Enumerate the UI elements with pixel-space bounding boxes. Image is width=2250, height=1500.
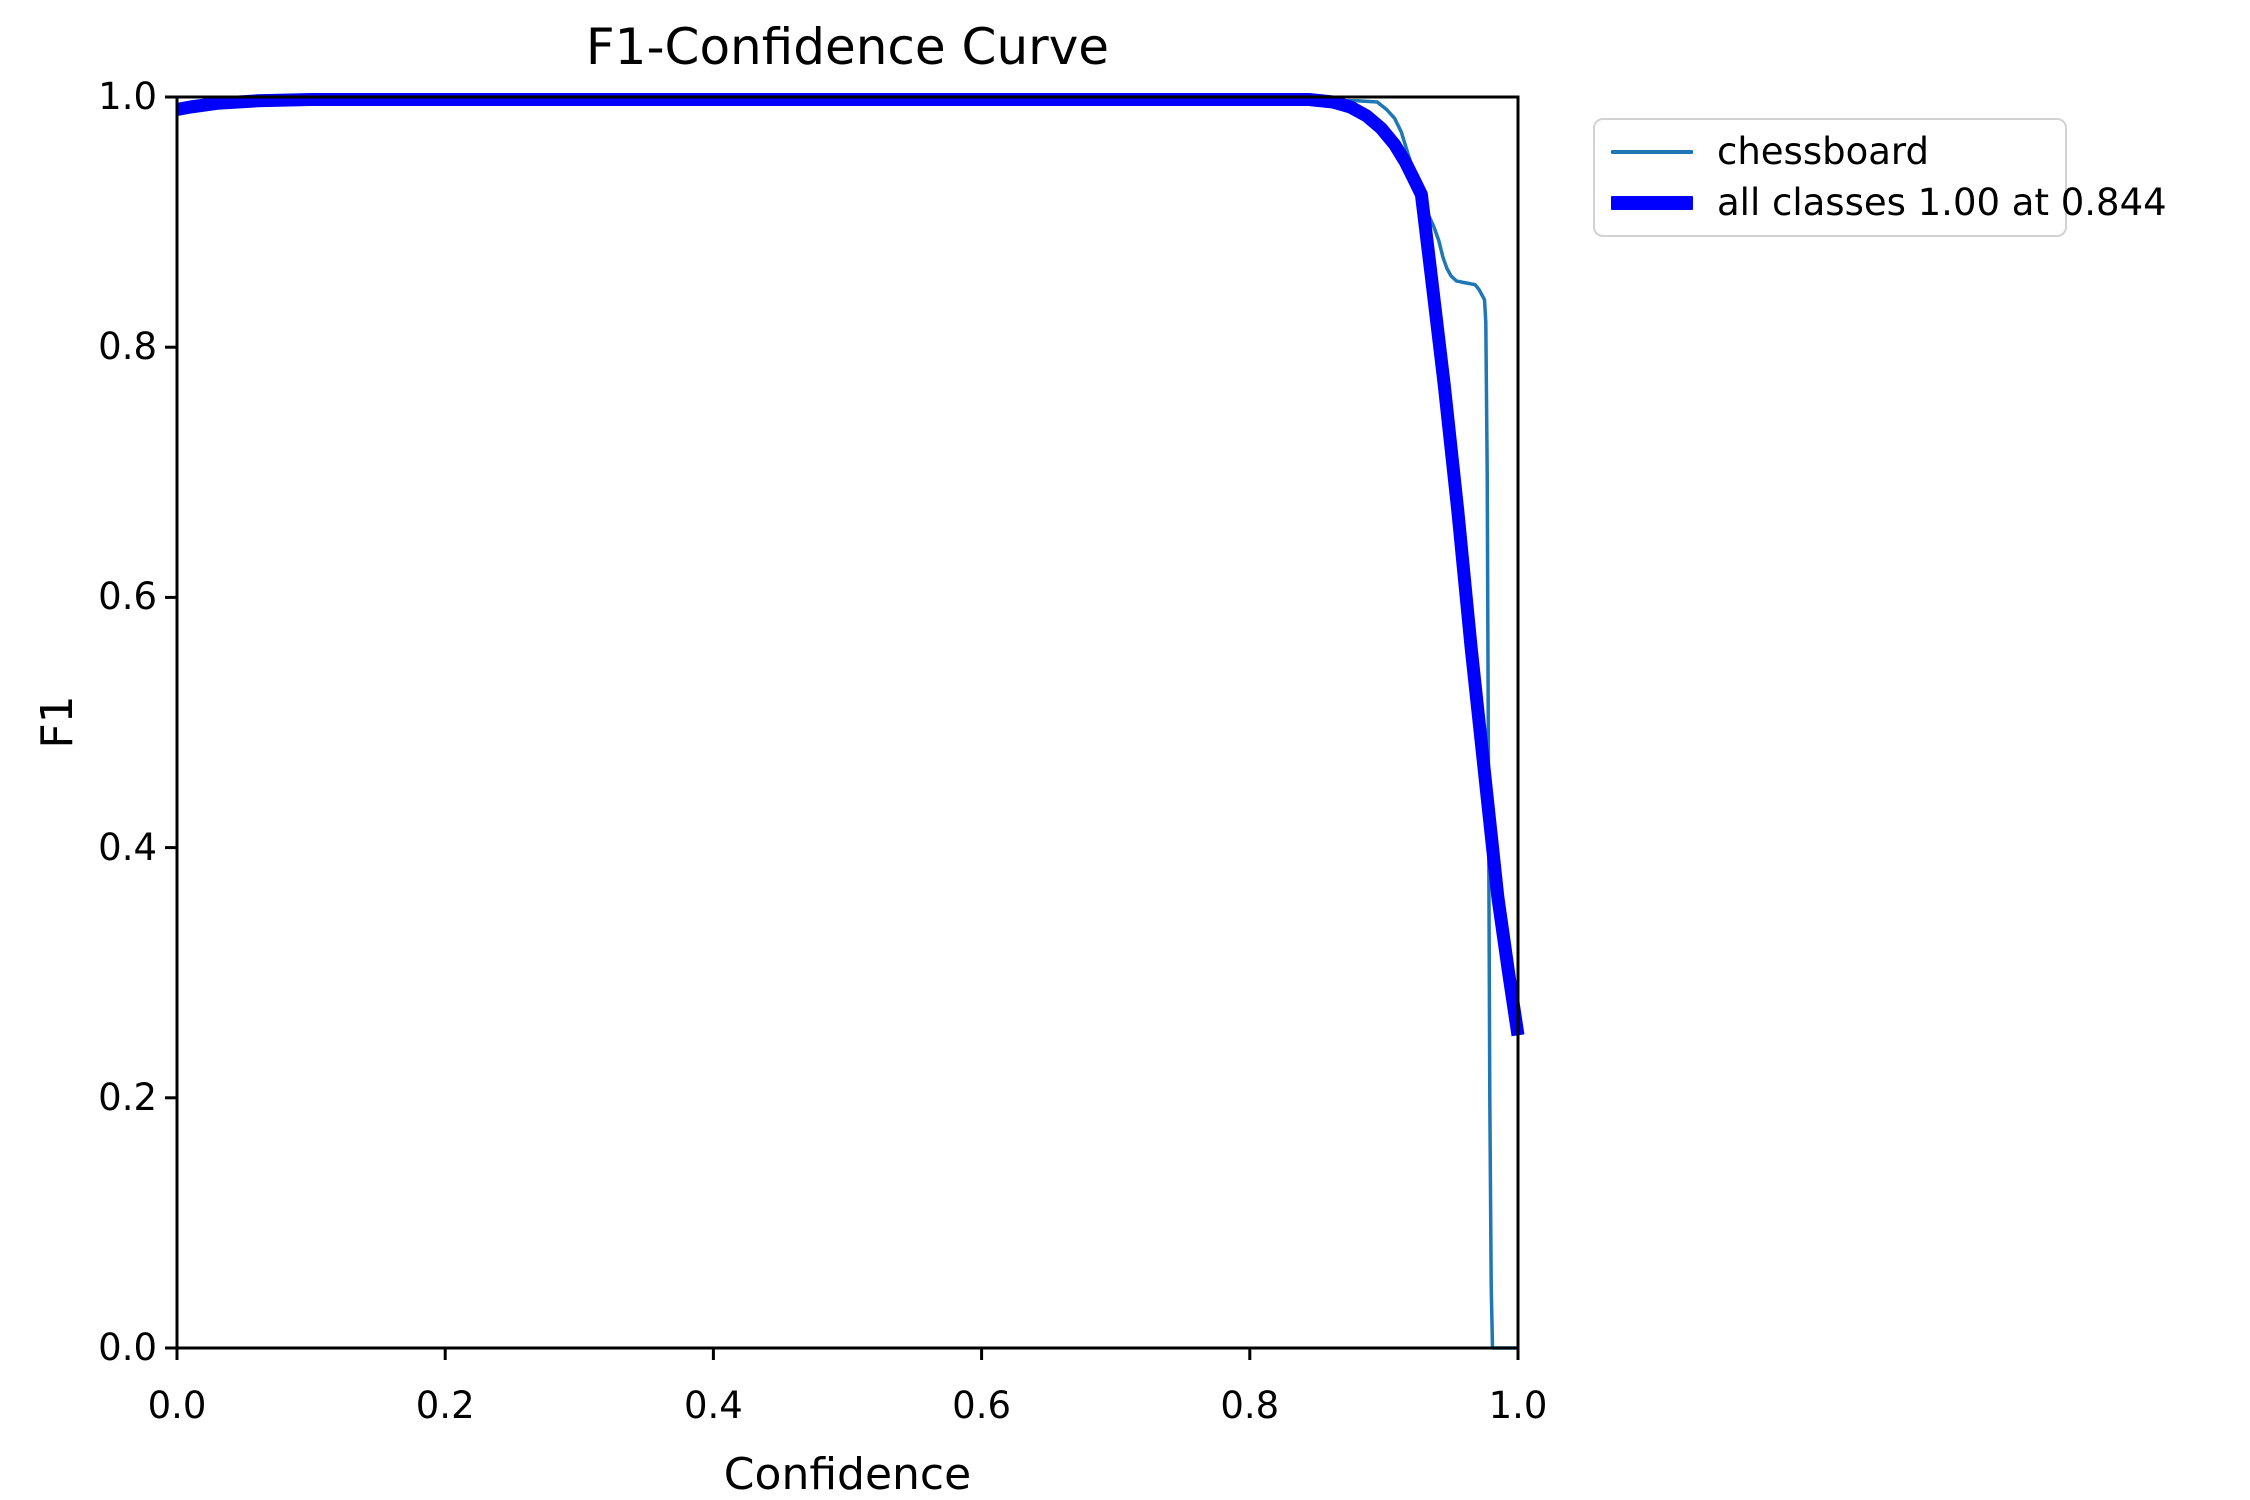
legend-label: chessboard	[1717, 130, 1929, 174]
legend-box: chessboard all classes 1.00 at 0.844	[1593, 118, 2167, 237]
x-tick-label: 0.2	[415, 1384, 475, 1427]
y-tick-label: 0.6	[98, 575, 157, 619]
x-tick-label: 1.0	[1488, 1384, 1548, 1427]
y-tick-label: 1.0	[98, 75, 157, 118]
y-tick-label: 0.4	[98, 825, 157, 869]
y-axis-label: F1	[32, 695, 83, 749]
legend-item-all-classes: all classes 1.00 at 0.844	[1611, 181, 2167, 225]
legend-line-sample-thin	[1611, 150, 1693, 155]
y-tick-label: 0.0	[98, 1326, 157, 1369]
series-group	[175, 93, 1525, 1350]
legend-line-sample-thick	[1611, 195, 1693, 210]
legend-item-chessboard: chessboard	[1611, 130, 2049, 174]
x-tick-label: 0.4	[683, 1384, 743, 1427]
x-tick-label: 0.6	[952, 1384, 1012, 1427]
ticks-group	[165, 95, 1520, 1360]
x-tick-label: 0.8	[1220, 1384, 1280, 1427]
all-classes-line	[175, 93, 1525, 1037]
chart-title: F1-Confidence Curve	[585, 18, 1110, 76]
legend-label: all classes 1.00 at 0.844	[1717, 180, 2167, 224]
x-axis-label: Confidence	[723, 1449, 972, 1500]
chessboard-line	[176, 99, 1518, 1350]
x-tick-label: 0.0	[147, 1384, 207, 1427]
axes-frame	[175, 95, 1520, 1350]
y-tick-label: 0.8	[98, 325, 157, 369]
y-tick-label: 0.2	[98, 1075, 157, 1119]
